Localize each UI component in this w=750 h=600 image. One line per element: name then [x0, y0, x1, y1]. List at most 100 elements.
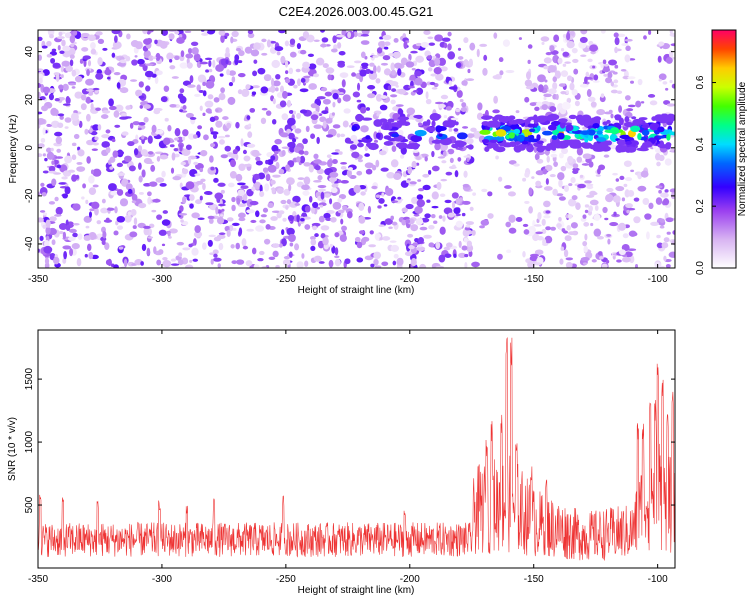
heat-cell — [669, 79, 673, 84]
heat-cell — [151, 209, 157, 213]
heat-cell — [648, 202, 654, 210]
heat-cell — [411, 196, 418, 205]
heat-cell — [296, 78, 301, 87]
heat-cell — [68, 228, 77, 233]
heat-cell — [192, 134, 198, 139]
heat-cell — [451, 164, 456, 169]
heat-cell — [590, 101, 597, 108]
heat-cell — [426, 199, 431, 203]
heat-cell — [376, 113, 380, 117]
heat-cell — [109, 105, 117, 111]
heat-cell — [95, 107, 101, 112]
heat-cell — [71, 142, 77, 147]
heat-cell — [537, 211, 542, 221]
heat-cell — [477, 102, 483, 111]
heat-cell — [270, 85, 276, 93]
heat-cell — [42, 224, 47, 229]
heat-cell — [321, 199, 326, 204]
heat-cell — [455, 213, 461, 217]
heat-cell — [588, 161, 594, 168]
heat-cell — [287, 233, 296, 243]
heat-cell — [360, 51, 366, 59]
heat-cell — [665, 57, 673, 64]
heat-cell — [508, 227, 517, 234]
heat-cell — [101, 198, 106, 204]
heat-cell — [562, 63, 567, 67]
spectrogram-cells — [38, 30, 675, 268]
heat-cell — [279, 85, 285, 94]
heat-cell — [73, 133, 80, 139]
heat-cell — [445, 106, 452, 111]
heat-cell — [251, 247, 257, 255]
heat-cell — [143, 38, 152, 45]
heat-cell — [403, 84, 411, 91]
heat-cell — [515, 110, 520, 114]
heat-cell — [560, 90, 567, 95]
heat-cell — [78, 120, 83, 129]
heat-cell — [481, 121, 489, 126]
heat-cell — [453, 207, 461, 215]
heat-cell — [272, 80, 281, 87]
heat-cell — [410, 50, 418, 54]
heat-cell — [375, 194, 381, 198]
heat-cell — [123, 116, 132, 119]
heat-cell — [382, 34, 392, 41]
heat-cell — [147, 135, 153, 144]
heat-cell — [125, 183, 133, 191]
heat-cell — [637, 132, 642, 141]
heat-cell — [616, 146, 623, 153]
heat-cell — [92, 168, 102, 177]
heat-cell — [62, 83, 69, 91]
heat-cell — [138, 202, 147, 209]
heat-cell — [243, 155, 251, 162]
heat-cell — [178, 252, 183, 258]
heat-cell — [85, 225, 90, 229]
heat-cell — [50, 147, 54, 152]
heat-cell — [346, 65, 355, 69]
heat-cell — [132, 121, 140, 126]
heat-cell — [423, 30, 431, 35]
heat-cell — [226, 122, 232, 129]
heat-cell — [138, 175, 143, 183]
heat-cell — [663, 237, 670, 243]
heat-cell — [544, 235, 553, 244]
heat-cell — [519, 143, 528, 148]
heat-cell — [195, 199, 202, 205]
heat-cell — [417, 122, 423, 127]
heat-cell — [134, 55, 138, 58]
heat-cell — [388, 226, 393, 230]
heat-cell — [316, 206, 320, 210]
heat-cell — [273, 150, 279, 155]
heat-cell — [450, 117, 459, 121]
heat-cell — [456, 132, 468, 140]
heat-cell — [410, 134, 423, 143]
heat-cell — [271, 210, 281, 214]
heat-cell — [284, 78, 291, 84]
heat-cell — [155, 177, 165, 183]
heat-cell — [317, 175, 323, 181]
heat-cell — [534, 224, 542, 227]
heat-cell — [212, 257, 222, 262]
heat-cell — [114, 35, 118, 43]
heat-cell — [213, 253, 218, 258]
heat-cell — [129, 122, 134, 129]
heat-cell — [58, 84, 64, 90]
heat-cell — [54, 196, 59, 202]
heat-cell — [46, 53, 53, 58]
heat-cell — [286, 117, 296, 126]
heat-cell — [487, 213, 494, 219]
heat-cell — [384, 41, 391, 46]
heat-cell — [340, 161, 348, 165]
heat-cell — [566, 97, 572, 104]
heat-cell — [414, 70, 423, 77]
heat-cell — [235, 153, 239, 161]
heat-cell — [336, 34, 345, 38]
heat-cell — [72, 232, 78, 238]
heat-cell — [479, 129, 491, 135]
heat-cell — [338, 179, 342, 183]
heat-cell — [604, 111, 613, 115]
heat-cell — [643, 35, 647, 40]
heat-cell — [210, 166, 215, 171]
heat-cell — [158, 249, 164, 255]
x-tick-label: -100 — [648, 274, 668, 285]
